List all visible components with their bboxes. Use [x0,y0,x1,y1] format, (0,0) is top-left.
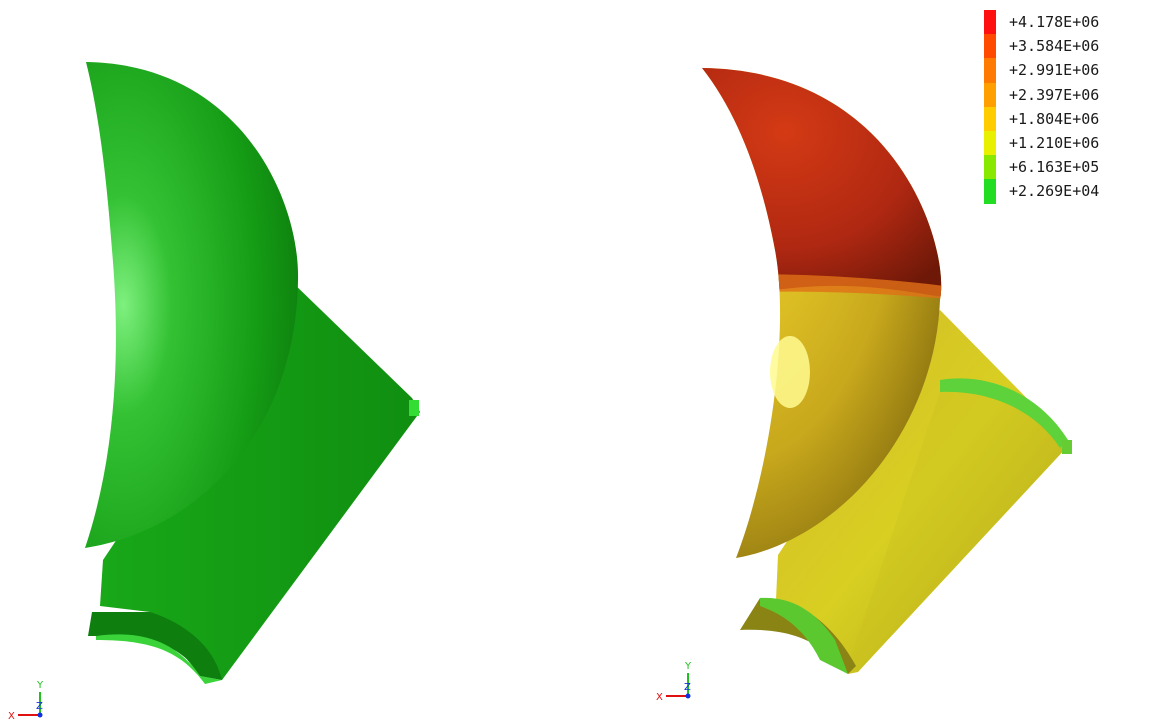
legend-swatch [984,58,996,83]
legend-swatch [984,10,996,35]
legend-swatch [984,130,996,156]
right-tip-marker [1062,440,1072,454]
left-lower-face [88,612,222,680]
legend-row: +4.178E+06 [984,10,1144,35]
axis-y-label: Y [36,680,44,691]
right-cone-surface [776,310,1068,674]
legend-label: +2.269E+04 [1009,182,1100,201]
legend-label: +6.163E+05 [1009,158,1100,177]
undeformed-model [85,62,420,684]
legend-row: +2.991E+06 [984,58,1144,83]
legend-label: +4.178E+06 [1009,13,1100,32]
axis-triad-right: Y X Z [656,661,692,703]
legend-row: +1.210E+06 [984,130,1144,156]
legend-swatch [984,179,996,204]
legend-swatch [984,34,996,59]
contour-legend: +4.178E+06 +3.584E+06 +2.991E+06 +2.397E+06… [984,10,1144,204]
left-tip-marker [409,400,419,416]
left-lower-edge [96,634,222,684]
legend-label: +2.991E+06 [1009,61,1100,80]
legend-row: +6.163E+05 [984,155,1144,180]
legend-swatch [984,82,996,107]
legend-row: +1.804E+06 [984,106,1144,131]
legend-row: +3.584E+06 [984,34,1144,59]
legend-label: +1.210E+06 [1009,134,1100,153]
left-hemisphere [85,62,299,548]
legend-label: +2.397E+06 [1009,85,1100,104]
axis-x-label: X [8,711,15,720]
right-hemisphere-highlight [770,336,810,408]
legend-label: +3.584E+06 [1009,37,1100,56]
legend-row: +2.269E+04 [984,179,1144,204]
right-hemisphere-hot-zone [702,68,942,300]
axis-z-label: Z [36,701,43,712]
axis-x-label: X [656,692,663,703]
axis-triad-left: Y X Z [8,680,44,720]
left-cone-surface [100,280,420,680]
axis-y-label: Y [684,661,692,672]
legend-label: +1.804E+06 [1009,109,1100,128]
axis-z-label: Z [684,682,691,693]
legend-swatch [984,106,996,131]
legend-swatch [984,155,996,180]
legend-row: +2.397E+06 [984,82,1144,107]
right-lower-edge [760,597,848,674]
right-lower-face [740,598,856,674]
right-cone-shade [850,391,1060,672]
right-cone-rim [940,378,1068,448]
